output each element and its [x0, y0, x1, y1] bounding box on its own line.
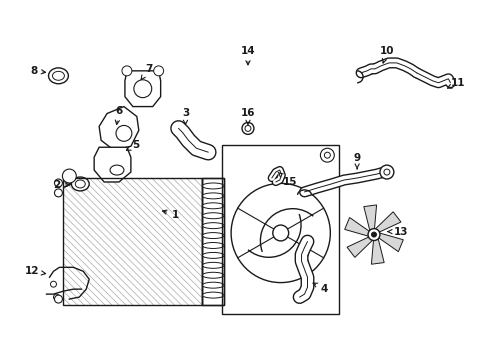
- Bar: [63, 178, 202, 305]
- Text: 12: 12: [24, 266, 45, 276]
- Circle shape: [50, 281, 56, 287]
- Ellipse shape: [202, 272, 224, 278]
- Circle shape: [122, 66, 132, 76]
- Text: 13: 13: [387, 226, 407, 237]
- Ellipse shape: [202, 213, 224, 219]
- Polygon shape: [124, 71, 161, 107]
- Polygon shape: [344, 217, 368, 236]
- Text: 8: 8: [30, 66, 45, 76]
- Circle shape: [320, 148, 334, 162]
- Circle shape: [134, 80, 151, 98]
- Circle shape: [54, 295, 62, 303]
- Ellipse shape: [202, 203, 224, 209]
- Text: 15: 15: [278, 172, 296, 187]
- Circle shape: [54, 189, 62, 197]
- Circle shape: [53, 294, 60, 300]
- Text: 3: 3: [182, 108, 189, 125]
- Ellipse shape: [202, 183, 224, 189]
- Ellipse shape: [202, 233, 224, 239]
- Ellipse shape: [202, 193, 224, 199]
- Text: 14: 14: [240, 46, 255, 65]
- Ellipse shape: [71, 177, 89, 191]
- Polygon shape: [99, 107, 139, 150]
- Text: 4: 4: [312, 283, 327, 294]
- Polygon shape: [94, 147, 131, 182]
- Ellipse shape: [202, 282, 224, 288]
- Text: 9: 9: [353, 153, 360, 169]
- Polygon shape: [371, 239, 384, 264]
- Circle shape: [367, 229, 379, 240]
- Circle shape: [62, 169, 76, 183]
- Bar: [202, 178, 224, 305]
- Circle shape: [116, 125, 132, 141]
- Bar: [63, 178, 224, 305]
- Polygon shape: [346, 237, 372, 257]
- Ellipse shape: [202, 292, 224, 298]
- Bar: [202, 178, 224, 305]
- Ellipse shape: [202, 223, 224, 229]
- Text: 1: 1: [162, 210, 179, 220]
- Ellipse shape: [202, 243, 224, 248]
- Polygon shape: [375, 212, 400, 232]
- Circle shape: [379, 165, 393, 179]
- Ellipse shape: [75, 180, 85, 188]
- Text: 5: 5: [126, 140, 139, 150]
- Text: 16: 16: [240, 108, 255, 125]
- Circle shape: [242, 122, 253, 134]
- Circle shape: [244, 125, 250, 131]
- Bar: [222, 145, 339, 314]
- Ellipse shape: [202, 262, 224, 268]
- Circle shape: [153, 66, 163, 76]
- Bar: [63, 178, 202, 305]
- Circle shape: [383, 169, 389, 175]
- Text: 6: 6: [115, 105, 122, 125]
- Ellipse shape: [52, 71, 64, 80]
- Bar: [222, 145, 339, 314]
- Text: 7: 7: [141, 64, 152, 80]
- Text: 2: 2: [53, 180, 69, 190]
- Polygon shape: [378, 233, 403, 252]
- Circle shape: [272, 225, 288, 241]
- Ellipse shape: [110, 165, 123, 175]
- Circle shape: [54, 179, 62, 187]
- Ellipse shape: [48, 68, 68, 84]
- Ellipse shape: [202, 252, 224, 258]
- Polygon shape: [363, 205, 376, 230]
- Text: 10: 10: [379, 46, 393, 63]
- Circle shape: [324, 152, 330, 158]
- Circle shape: [371, 232, 376, 237]
- Circle shape: [231, 183, 330, 283]
- Text: 11: 11: [447, 78, 465, 88]
